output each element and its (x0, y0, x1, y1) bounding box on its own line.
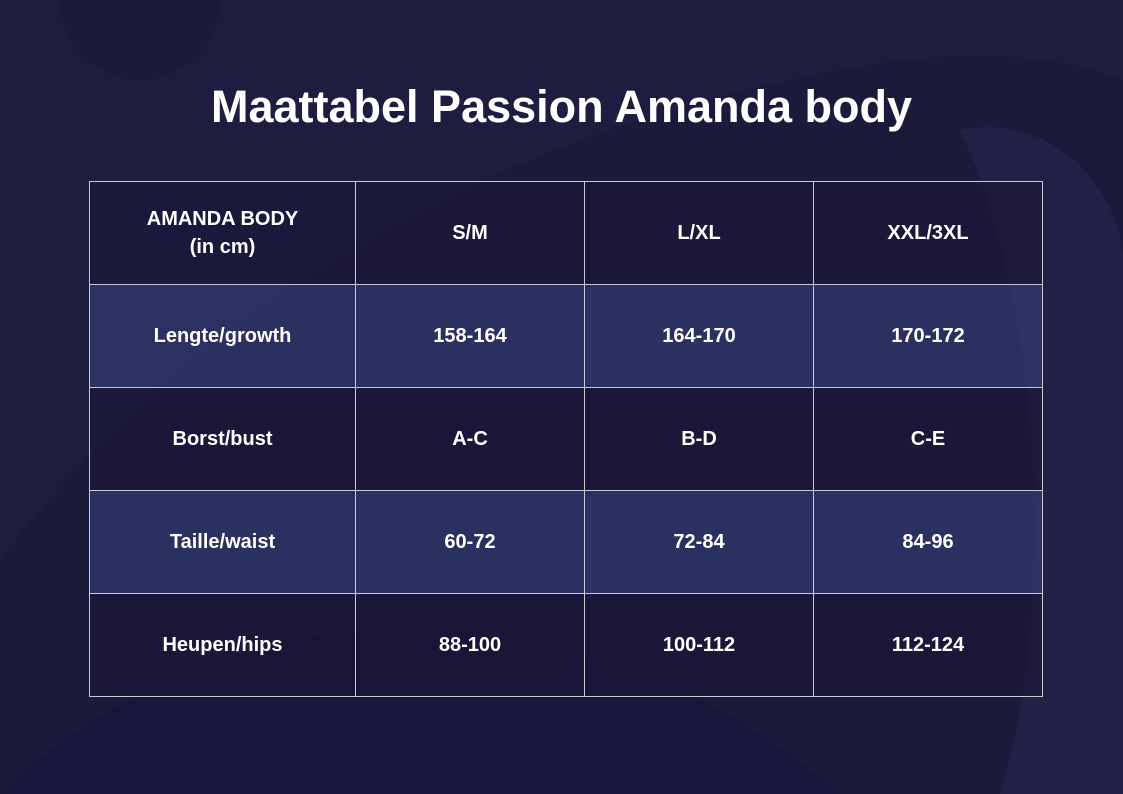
cell: 100-112 (584, 593, 814, 697)
cell: 158-164 (355, 284, 585, 388)
title: Maattabel Passion Amanda body (211, 81, 912, 132)
table-row: Heupen/hips 88-100 100-112 112-124 (89, 593, 1043, 697)
row-label: Taille/waist (89, 490, 356, 594)
cell: A-C (355, 387, 585, 491)
cell: 84-96 (813, 490, 1043, 594)
cell: L/XL (584, 181, 814, 285)
cell: C-E (813, 387, 1043, 491)
cell: 88-100 (355, 593, 585, 697)
row-label: Lengte/growth (89, 284, 356, 388)
row-label: Heupen/hips (89, 593, 356, 697)
cell: 60-72 (355, 490, 585, 594)
cell: 72-84 (584, 490, 814, 594)
cell: 170-172 (813, 284, 1043, 388)
cell: S/M (355, 181, 585, 285)
table-row: Lengte/growth 158-164 164-170 170-172 (89, 284, 1043, 388)
cell: B-D (584, 387, 814, 491)
decor-curve (0, 0, 1123, 560)
cell: XXL/3XL (813, 181, 1043, 285)
cell: 164-170 (584, 284, 814, 388)
table-row: Borst/bust A-C B-D C-E (89, 387, 1043, 491)
table-row: AMANDA BODY (in cm) S/M L/XL XXL/3XL (89, 181, 1043, 285)
row-label: AMANDA BODY (in cm) (89, 181, 356, 285)
row-label: Borst/bust (89, 387, 356, 491)
size-table: AMANDA BODY (in cm) S/M L/XL XXL/3XL Lengte/… (89, 181, 1043, 697)
cell: 112-124 (813, 593, 1043, 697)
table-row: Taille/waist 60-72 72-84 84-96 (89, 490, 1043, 594)
